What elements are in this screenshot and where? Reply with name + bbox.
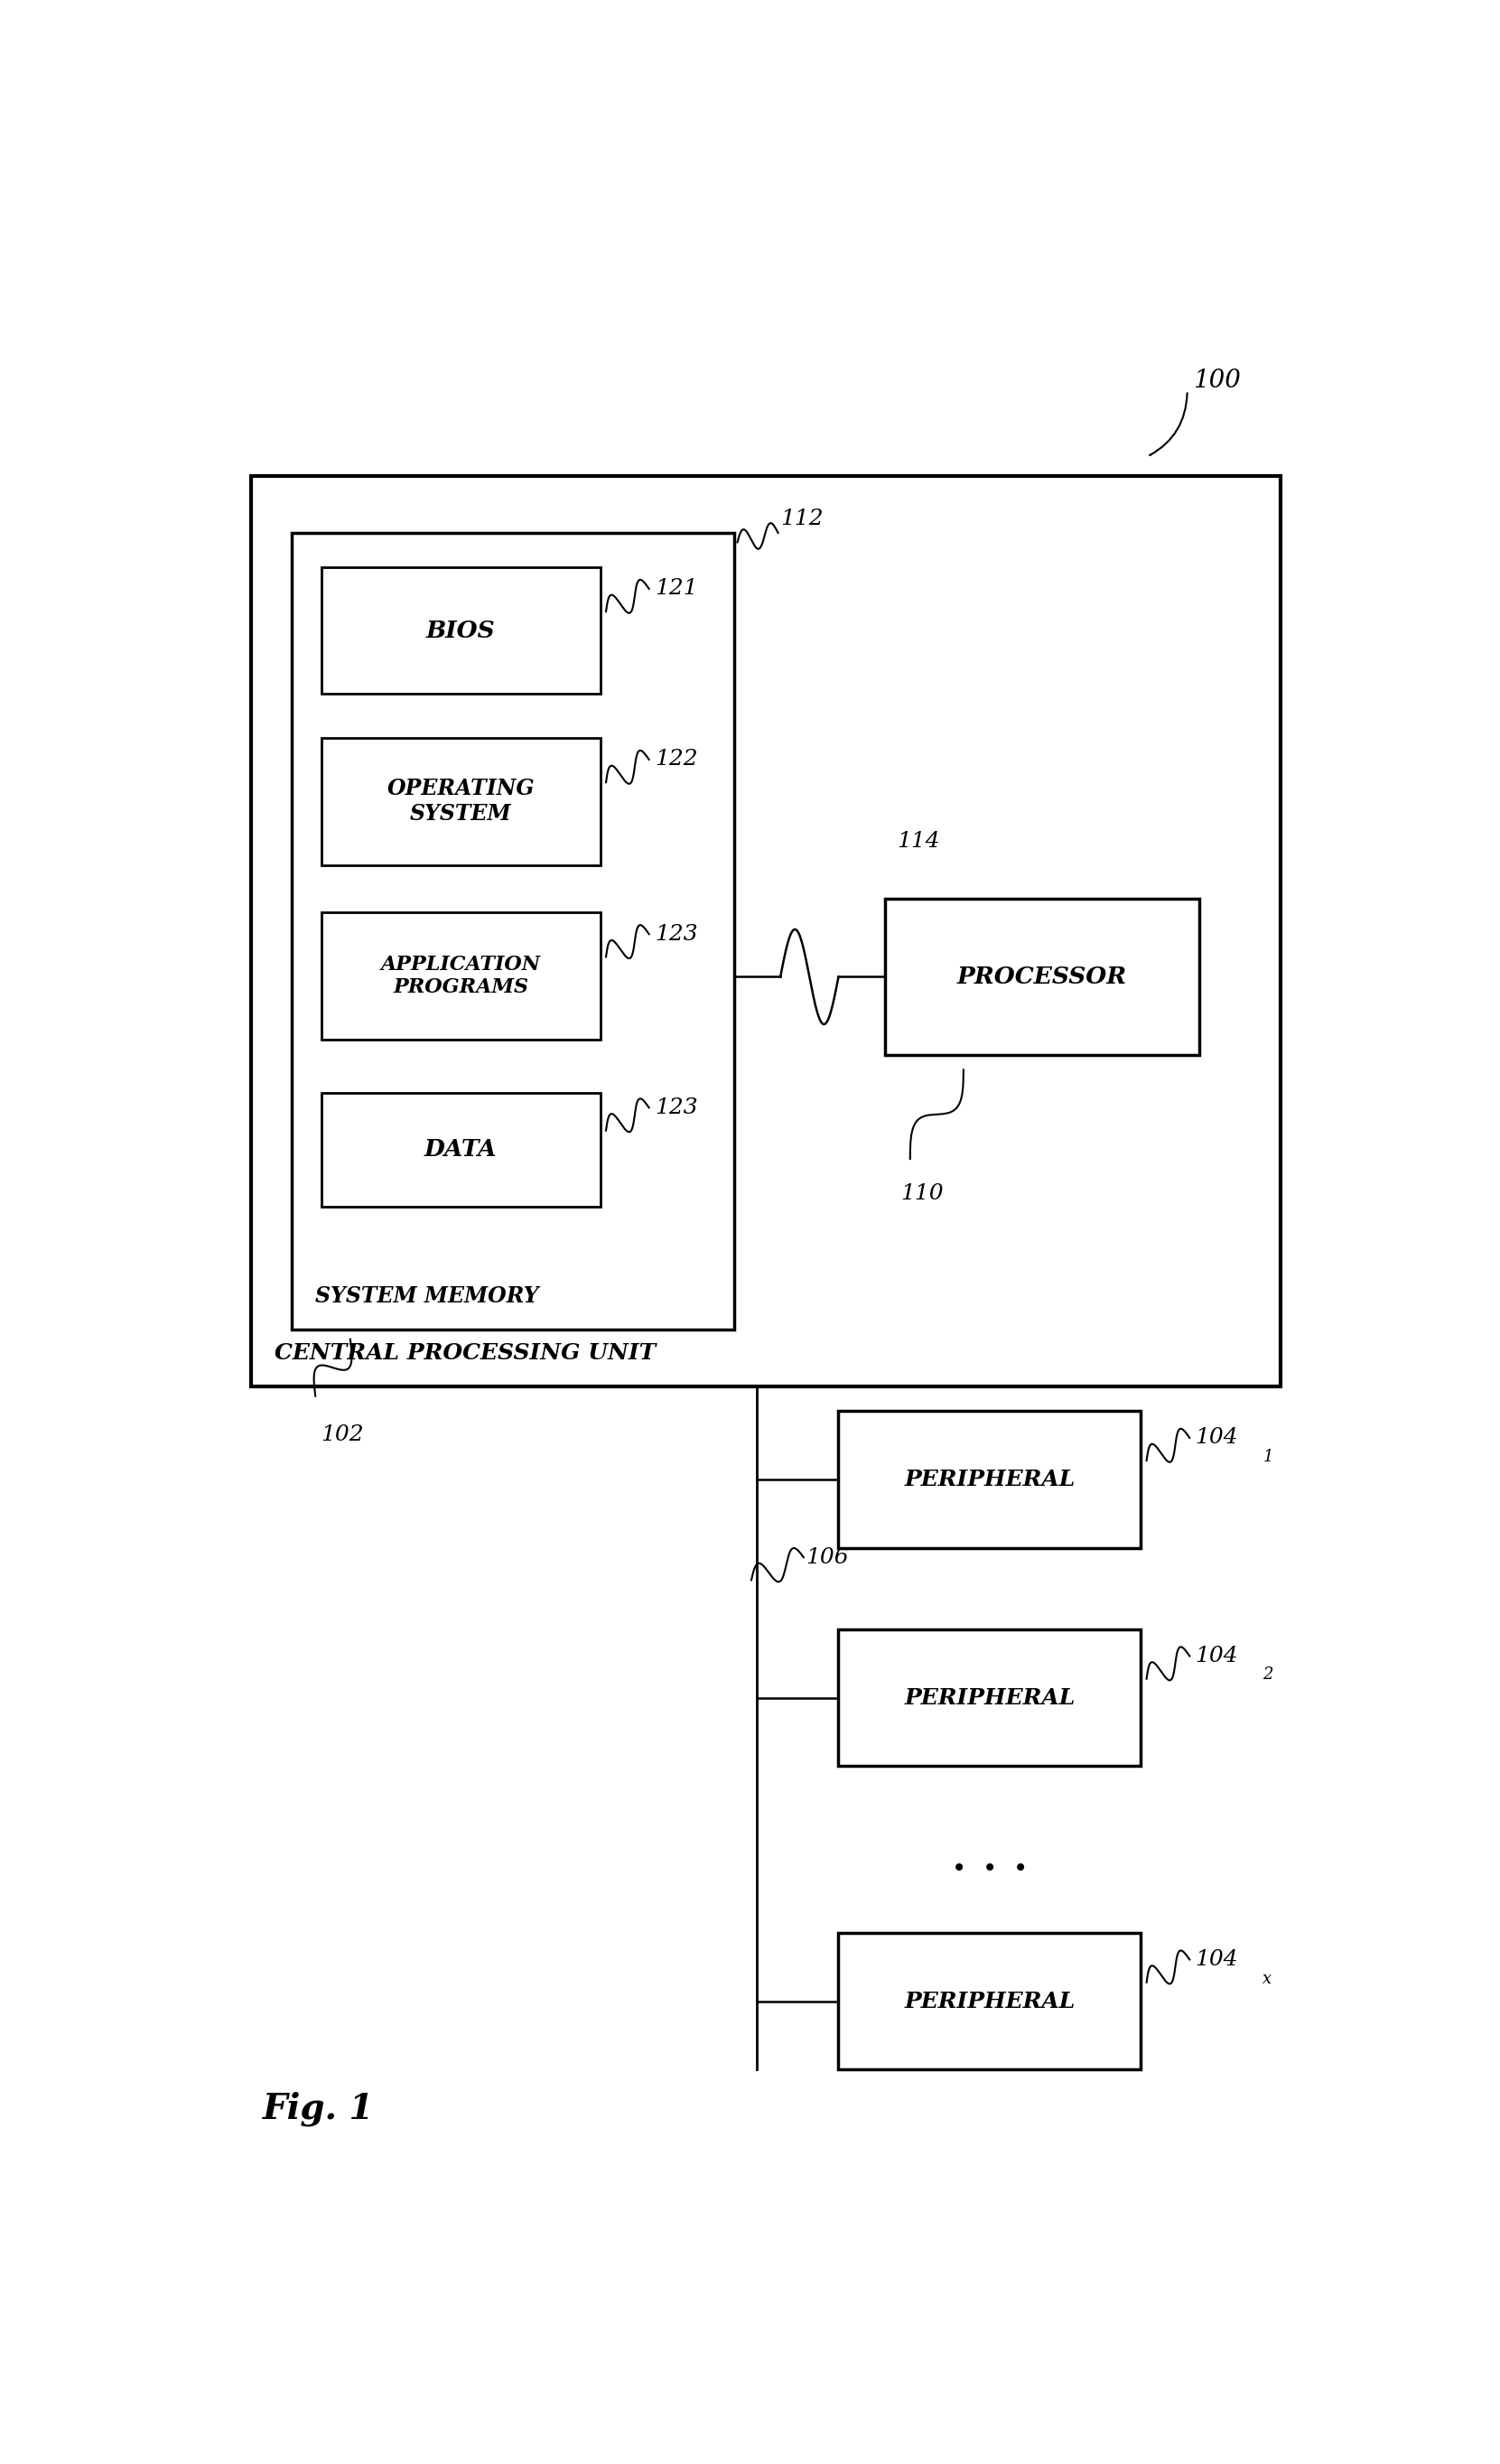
Text: 104: 104 (1196, 1427, 1239, 1449)
Text: 104: 104 (1196, 1646, 1239, 1666)
Text: 123: 123 (656, 924, 698, 944)
Text: 114: 114 (897, 830, 939, 853)
Bar (839, 1934, 1142, 2070)
Text: •  •  •: • • • (951, 1855, 1028, 1880)
Text: APPLICATION
PROGRAMS: APPLICATION PROGRAMS (381, 954, 540, 998)
Bar (293, 532, 734, 1331)
Text: PERIPHERAL: PERIPHERAL (904, 1991, 1076, 2013)
Text: DATA: DATA (424, 1138, 496, 1161)
Bar (839, 1412, 1142, 1547)
Text: PERIPHERAL: PERIPHERAL (904, 1688, 1076, 1708)
Text: Fig. 1: Fig. 1 (262, 2092, 375, 2126)
Text: 102: 102 (321, 1424, 364, 1446)
Bar (321, 912, 600, 1040)
Text: 122: 122 (656, 749, 698, 769)
Text: 100: 100 (1193, 370, 1240, 394)
Bar (321, 567, 600, 695)
Bar (321, 1092, 600, 1207)
Text: PERIPHERAL: PERIPHERAL (904, 1469, 1076, 1491)
Text: 1: 1 (1263, 1449, 1273, 1466)
Text: BIOS: BIOS (426, 618, 495, 641)
Text: OPERATING
SYSTEM: OPERATING SYSTEM (387, 779, 534, 825)
Text: SYSTEM MEMORY: SYSTEM MEMORY (315, 1286, 538, 1306)
Text: 110: 110 (900, 1183, 944, 1205)
Bar (321, 737, 600, 865)
Text: CENTRAL PROCESSING UNIT: CENTRAL PROCESSING UNIT (274, 1343, 656, 1365)
Text: 123: 123 (656, 1096, 698, 1119)
Text: 121: 121 (656, 579, 698, 599)
Bar (252, 476, 1281, 1387)
Bar (885, 899, 1199, 1055)
Text: 104: 104 (1196, 1949, 1239, 1971)
Text: 112: 112 (780, 508, 824, 530)
Text: 2: 2 (1263, 1666, 1273, 1683)
Text: x: x (1263, 1971, 1272, 1986)
Text: PROCESSOR: PROCESSOR (957, 966, 1126, 988)
Text: 106: 106 (806, 1547, 849, 1567)
Bar (839, 1629, 1142, 1767)
